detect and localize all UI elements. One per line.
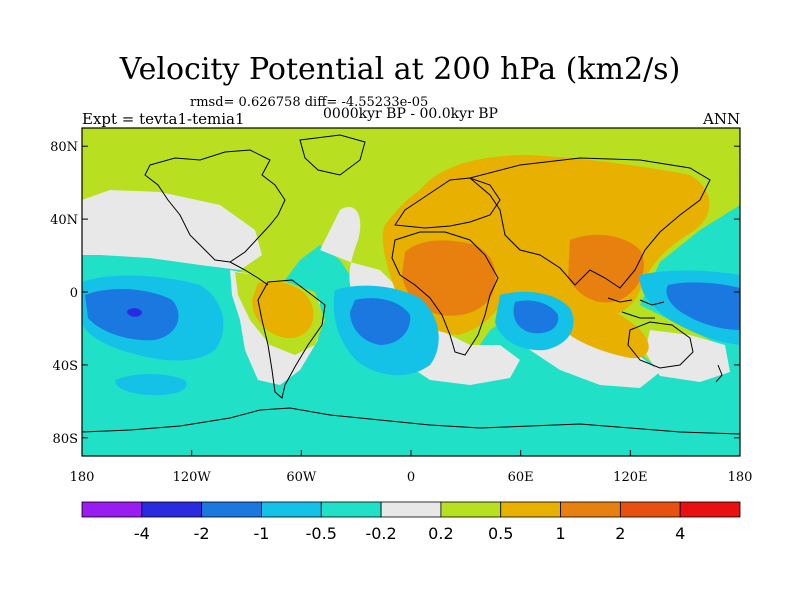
- colorbar-swatch: [500, 501, 561, 518]
- colorbar-label: 0.2: [428, 524, 453, 543]
- field-neutral-pacific: [82, 190, 262, 270]
- field-pos-mid-samerica: [252, 281, 314, 339]
- colorbar-swatch: [619, 501, 681, 518]
- lon-label: 180: [728, 470, 753, 485]
- coast-indonesia: [607, 297, 665, 319]
- colorbar-swatch: [261, 501, 322, 518]
- colorbar-label: -2: [194, 524, 210, 543]
- colorbar-swatch: [201, 501, 262, 518]
- field-neg-mid-pacific-south: [115, 374, 187, 396]
- lon-label: 0: [407, 470, 415, 485]
- field-neg-strong-westpac: [666, 282, 740, 330]
- lon-label: 120E: [613, 470, 647, 485]
- experiment-label: Expt = tevta1-temia1: [82, 110, 245, 128]
- colorbar-swatch: [380, 501, 442, 518]
- colorbar-label: 1: [555, 524, 565, 543]
- colorbar-label: -0.2: [365, 524, 396, 543]
- lon-label: 120W: [173, 470, 212, 485]
- coast-australia: [627, 321, 694, 369]
- colorbar-swatch: [320, 501, 382, 518]
- colorbar-label: 2: [615, 524, 625, 543]
- map-title: Velocity Potential at 200 hPa (km2/s): [119, 52, 681, 87]
- lon-label: 180: [70, 470, 95, 485]
- lat-label: 40N: [50, 213, 78, 228]
- colorbar-swatch: [679, 501, 741, 518]
- field-pos-strong-africa: [402, 240, 496, 316]
- field-pos-mid-maritime: [555, 300, 649, 359]
- coast-new-zealand: [715, 364, 723, 383]
- field-pos-strong-asia: [568, 234, 644, 303]
- colorbar-label: -4: [134, 524, 150, 543]
- coast-antarctica: [82, 407, 740, 435]
- latitude-axis: 80N 40N 0 40S 80S: [50, 140, 740, 447]
- lat-label: 0: [70, 286, 78, 301]
- field-neutral-australia: [645, 330, 730, 382]
- lat-label: 40S: [53, 359, 78, 374]
- lon-label: 60E: [508, 470, 534, 485]
- field-neg-strong-atlantic: [350, 298, 411, 345]
- colorbar-label: -1: [253, 524, 269, 543]
- colorbar-swatch: [560, 501, 621, 518]
- contour-field: [82, 128, 740, 456]
- lat-label: 80N: [50, 140, 78, 155]
- longitude-axis: 180 120W 60W 0 60E 120E 180: [70, 450, 753, 485]
- colorbar-label: 0.5: [488, 524, 513, 543]
- stats-label: rmsd= 0.626758 diff= -4.55233e-05: [190, 95, 429, 110]
- period-label: 0000kyr BP - 00.0kyr BP: [323, 106, 498, 122]
- coast-north-america: [144, 149, 286, 263]
- field-neg-deep-core: [127, 308, 142, 317]
- lat-label: 80S: [53, 432, 78, 447]
- season-label: ANN: [703, 110, 741, 128]
- lon-label: 60W: [286, 470, 317, 485]
- colorbar-swatch: [440, 501, 502, 518]
- coast-europe: [394, 177, 501, 229]
- colorbar-label: 4: [675, 524, 685, 543]
- colorbar: -4 -2 -1 -0.5 -0.2 0.2 0.5 1 2 4: [81, 501, 741, 543]
- colorbar-swatch: [141, 501, 203, 518]
- coast-south-america: [257, 279, 326, 399]
- coast-africa: [391, 231, 499, 356]
- field-neg-strong-indian: [513, 300, 559, 334]
- colorbar-label: -0.5: [306, 524, 337, 543]
- colorbar-swatch: [81, 501, 143, 518]
- coastlines: [82, 134, 740, 435]
- coast-asia: [468, 157, 711, 289]
- coast-central-america: [229, 261, 269, 286]
- coast-greenland: [299, 134, 366, 176]
